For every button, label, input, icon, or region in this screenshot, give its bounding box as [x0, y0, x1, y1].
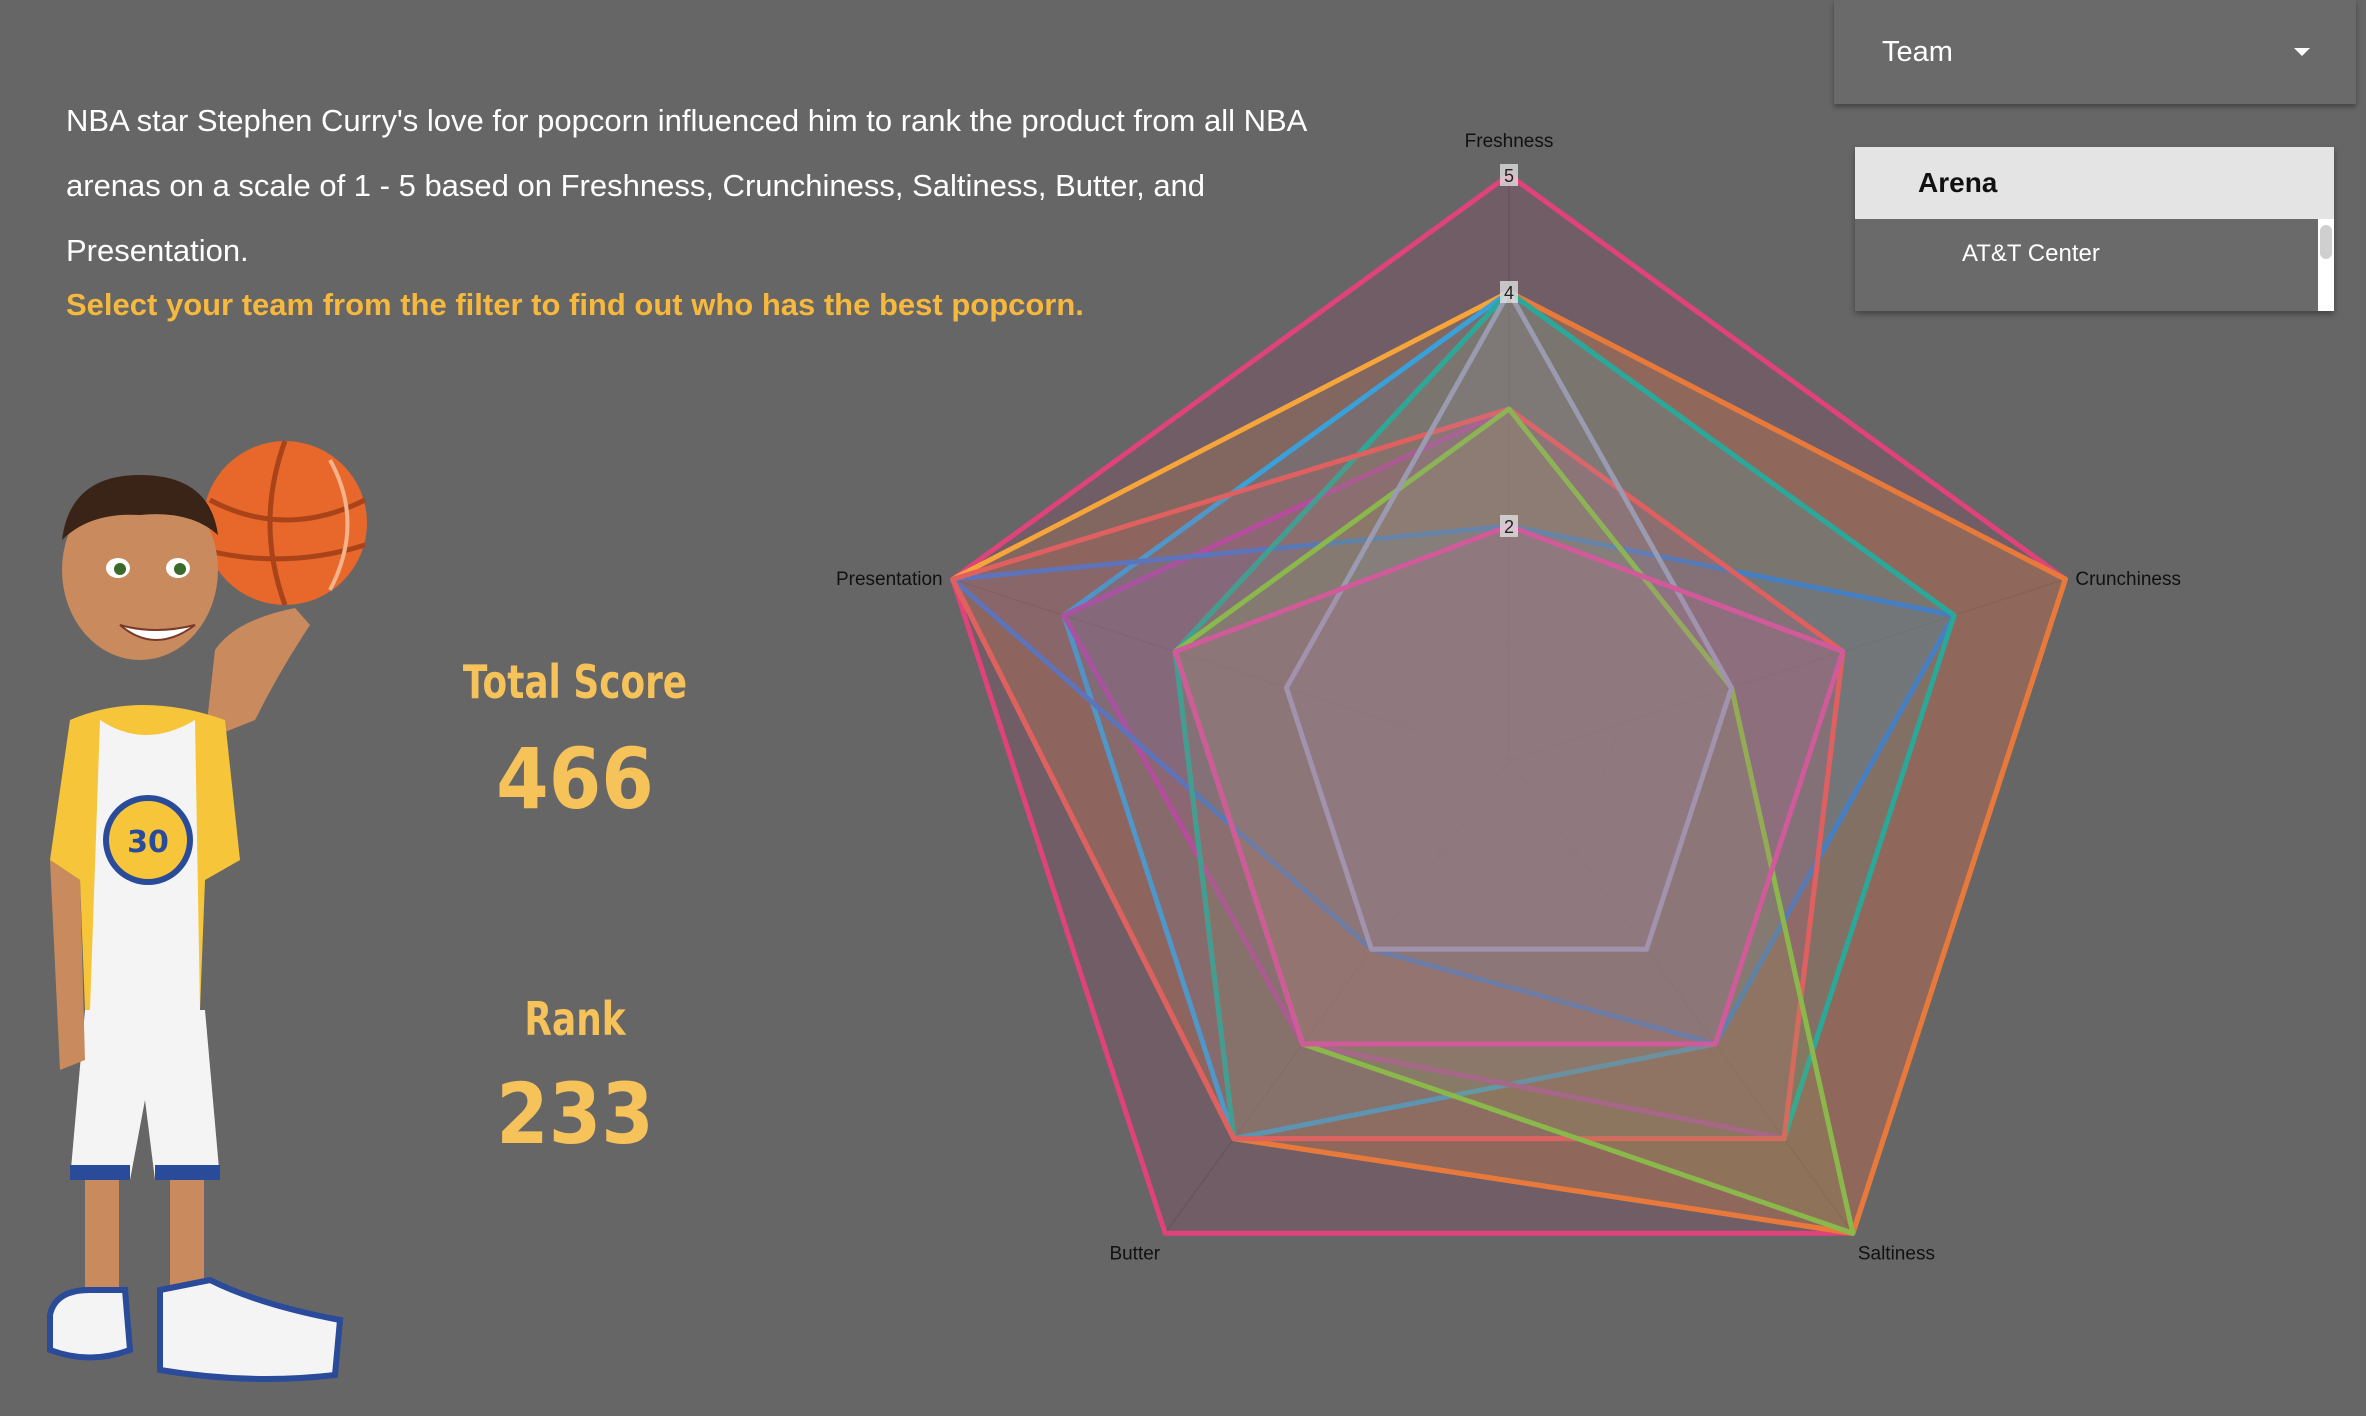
radar-spoke	[952, 578, 1510, 761]
arena-item-att-center[interactable]: AT&T Center	[1962, 240, 2100, 267]
stephen-curry-mascot-illustration: 30	[47, 440, 367, 1382]
radar-series-8	[1172, 406, 1856, 1236]
axis-label-crunchiness: Crunchiness	[2075, 569, 2181, 590]
radar-tick-label: 4	[1504, 283, 1514, 303]
radar-series-10	[1172, 523, 1846, 1047]
axis-label-presentation: Presentation	[836, 569, 943, 590]
radar-tick-bg	[1500, 164, 1518, 186]
radar-tick-label: 5	[1504, 166, 1514, 186]
radar-grid-ring	[1397, 642, 1621, 856]
radar-tick-bg	[1500, 281, 1518, 303]
rank-value: 233	[496, 1065, 654, 1163]
radar-tick-bg	[1500, 515, 1518, 537]
total-score-value: 466	[496, 730, 654, 828]
axis-label-freshness: Freshness	[1465, 131, 1554, 152]
radar-series-0	[950, 172, 2068, 1236]
intro-text: NBA star Stephen Curry's love for popcor…	[66, 103, 1306, 268]
total-score-label: Total Score	[462, 655, 688, 709]
arena-scroll-thumb[interactable]	[2320, 225, 2332, 259]
radar-spoke	[1164, 759, 1510, 1234]
radar-series-9	[1283, 289, 1735, 952]
radar-series-7	[950, 406, 1846, 1142]
axis-label-saltiness: Saltiness	[1858, 1243, 1935, 1264]
axis-label-butter: Butter	[1109, 1243, 1160, 1264]
team-filter-label: Team	[1882, 35, 1953, 68]
radar-spoke	[1508, 759, 1854, 1234]
chevron-down-icon[interactable]	[2294, 48, 2310, 56]
arena-filter-header: Arena	[1855, 147, 2334, 219]
team-filter-dropdown[interactable]: Team	[1834, 0, 2356, 104]
svg-text:30: 30	[127, 825, 169, 860]
rank-label: Rank	[524, 992, 626, 1046]
call-to-action: Select your team from the filter to find…	[66, 287, 1084, 322]
arena-filter-list[interactable]: Arena AT&T Center	[1855, 147, 2334, 311]
radar-tick-label: 2	[1504, 517, 1514, 537]
radar-spoke	[1508, 578, 2066, 761]
